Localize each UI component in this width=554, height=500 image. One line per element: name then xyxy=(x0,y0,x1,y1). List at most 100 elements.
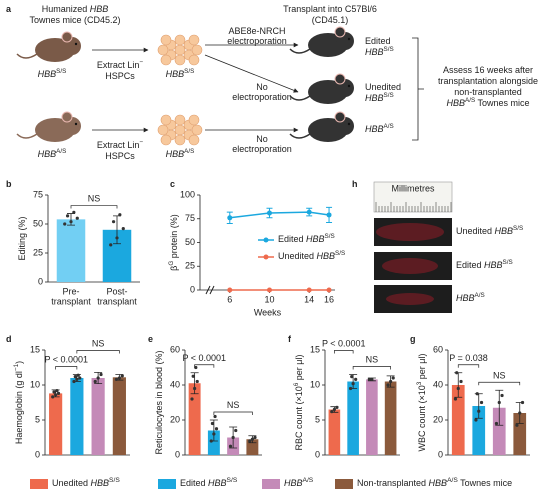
data-point xyxy=(73,375,77,379)
x-tick-label: transplant xyxy=(51,296,91,306)
label: electroporation xyxy=(227,36,287,46)
y-tick-label: 5 xyxy=(315,414,320,424)
label: electroporation xyxy=(232,92,292,102)
label-part: S/S xyxy=(384,92,394,99)
y-tick-label: 100 xyxy=(180,189,195,199)
annotation: NS xyxy=(227,400,240,410)
mouse-ear xyxy=(61,111,73,123)
data-point xyxy=(497,400,501,405)
mouse-tail xyxy=(289,95,311,101)
legend-label-part: Edited xyxy=(278,234,306,244)
label-part: − xyxy=(139,139,143,146)
cell-icon xyxy=(174,44,186,56)
y-axis-label-part: ) xyxy=(14,361,24,364)
annotation-part: NS xyxy=(366,355,379,365)
data-point xyxy=(459,379,463,384)
y-axis-label-part: RBC count (×10 xyxy=(294,386,304,450)
legend-label-part: Edited xyxy=(180,478,208,488)
bracket xyxy=(412,37,424,141)
data-point xyxy=(494,421,499,426)
data-point xyxy=(75,216,79,220)
bar xyxy=(366,379,378,455)
label-part: No xyxy=(256,134,268,144)
data-point xyxy=(210,421,215,426)
mouse-eye xyxy=(347,122,351,126)
cell-icon xyxy=(160,54,172,66)
cell-icon xyxy=(160,34,172,46)
sample-label: Edited HBBS/S xyxy=(456,259,513,270)
data-point xyxy=(475,392,479,396)
x-tick-label: 14 xyxy=(304,294,314,304)
spleen xyxy=(386,293,434,305)
y-tick-label: 60 xyxy=(433,344,443,354)
data-point xyxy=(227,215,233,221)
data-point xyxy=(65,214,70,218)
data-point xyxy=(326,287,332,293)
data-point xyxy=(76,373,80,377)
data-point xyxy=(370,377,374,381)
bar xyxy=(91,378,105,455)
label: No xyxy=(256,82,268,92)
cell-icon xyxy=(191,44,203,56)
x-tick-label: 10 xyxy=(264,294,274,304)
y-axis-label-part: protein (%) xyxy=(169,214,179,261)
sample-label: HBBA/S xyxy=(456,292,485,303)
data-point xyxy=(227,287,233,293)
data-point xyxy=(114,377,119,381)
bar xyxy=(49,393,63,455)
y-axis-label-part: per μl) xyxy=(294,354,304,382)
y-tick-label: 10 xyxy=(310,379,320,389)
legend-label-part: S/S xyxy=(325,233,335,240)
y-tick-label: 5 xyxy=(35,414,40,424)
data-point xyxy=(55,389,59,393)
label: Extract Lin− xyxy=(97,59,144,70)
panel-label: e xyxy=(148,334,153,344)
legend-label-part: Townes mice xyxy=(458,478,512,488)
panel-label-part: b xyxy=(6,179,12,189)
y-tick-label: 40 xyxy=(433,379,443,389)
legend-label: Edited HBBS/S xyxy=(278,233,335,244)
mouse-eye xyxy=(347,84,351,88)
data-point xyxy=(109,243,113,247)
annotation: P < 0.0001 xyxy=(44,355,88,365)
y-tick-label: 15 xyxy=(30,344,40,354)
panel-label-part: f xyxy=(288,334,292,344)
panel-label: f xyxy=(288,334,292,344)
annotation: NS xyxy=(92,339,105,349)
data-point xyxy=(477,409,481,413)
y-tick-label: 60 xyxy=(170,344,180,354)
cell-icon xyxy=(191,124,203,136)
data-point xyxy=(456,386,460,391)
label-part: S/S xyxy=(184,68,194,75)
panel-label-part: a xyxy=(6,4,12,14)
mouse-eye xyxy=(347,37,351,41)
panel-label-part: g xyxy=(410,334,416,344)
y-tick-label: 0 xyxy=(190,284,195,294)
panel-label: c xyxy=(170,179,175,189)
annotation-part: P < 0.0001 xyxy=(44,355,88,365)
y-axis-label: βG protein (%) xyxy=(168,214,179,271)
data-point xyxy=(51,395,55,399)
data-point xyxy=(455,371,459,375)
mouse-tail xyxy=(16,133,38,139)
label-part: non-transplanted xyxy=(454,87,522,97)
legend-swatch xyxy=(30,479,48,489)
legend-label-part: HBB xyxy=(317,251,336,261)
significance-bracket xyxy=(478,381,521,386)
label-part: HBB xyxy=(365,47,384,57)
label-part: Humanized xyxy=(42,4,90,14)
significance-bracket xyxy=(352,366,391,370)
cell-icon xyxy=(188,114,200,126)
mouse-ear xyxy=(334,73,346,85)
label-part: Edited xyxy=(365,36,391,46)
data-point xyxy=(214,427,219,431)
y-tick-label: 75 xyxy=(185,213,195,223)
sample-label: Unedited HBBS/S xyxy=(456,225,523,236)
bar xyxy=(451,385,465,455)
series-line xyxy=(229,211,330,219)
annotation: NS xyxy=(88,194,101,204)
y-axis-label: Haemoglobin (g dl−1) xyxy=(13,361,24,444)
label-part: A/S xyxy=(384,123,394,130)
axis-break xyxy=(205,285,215,295)
data-point xyxy=(234,428,238,433)
